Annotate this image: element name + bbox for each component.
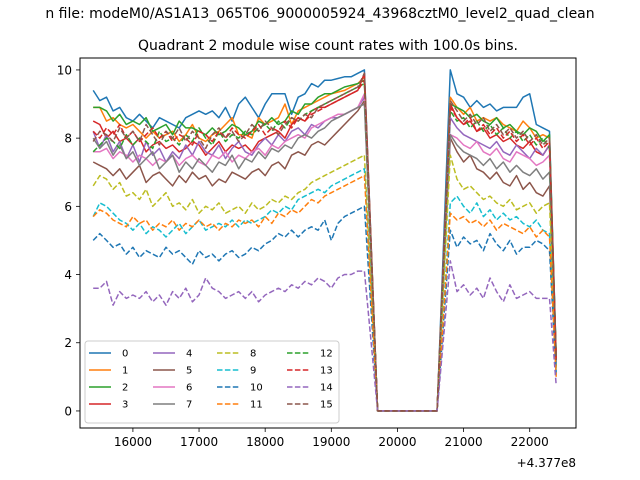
- y-axis: 0 2 4 6 8 10: [57, 63, 80, 418]
- y-tick-label: 6: [64, 200, 72, 214]
- series-line-9: [92, 168, 557, 412]
- legend-label-11: 11: [250, 400, 263, 411]
- x-tick-label: 18000: [246, 435, 284, 449]
- y-tick-label: 8: [64, 132, 72, 146]
- legend-label-14: 14: [320, 383, 333, 394]
- legend-label-8: 8: [250, 349, 256, 360]
- y-tick-label: 2: [64, 336, 72, 350]
- series-line-14: [93, 260, 557, 412]
- plot-frame: [79, 57, 577, 429]
- series-line-15: [92, 72, 557, 412]
- series-line-2: [93, 79, 557, 412]
- legend-label-4: 4: [186, 349, 192, 360]
- legend-label-1: 1: [122, 366, 128, 377]
- chart-title: Quadrant 2 module wise count rates with …: [138, 38, 518, 54]
- x-tick-label: 16000: [114, 435, 152, 449]
- x-axis: 16000 17000 18000 19000 20000 21000 22000: [114, 428, 549, 449]
- series-line-0: [92, 69, 557, 412]
- x-tick-label: 17000: [180, 435, 218, 449]
- series-line-5: [92, 99, 557, 412]
- x-tick-label: 20000: [378, 435, 416, 449]
- legend-label-2: 2: [122, 383, 128, 394]
- legend-label-15: 15: [320, 400, 333, 411]
- series-line-4: [92, 96, 557, 412]
- legend-label-10: 10: [250, 383, 263, 394]
- legend-label-9: 9: [250, 366, 256, 377]
- x-tick-label: 22000: [511, 435, 549, 449]
- x-offset-label: +4.377e8: [517, 456, 576, 470]
- series-line-10: [92, 205, 557, 412]
- legend-label-6: 6: [186, 383, 192, 394]
- legend-box: [84, 340, 340, 424]
- series-line-13: [92, 79, 557, 412]
- series-line-11: [92, 174, 557, 412]
- legend-label-0: 0: [122, 349, 128, 360]
- legend-label-13: 13: [320, 366, 333, 377]
- legend-label-5: 5: [186, 366, 192, 377]
- legend-label-12: 12: [320, 349, 333, 360]
- series-line-7: [92, 103, 557, 412]
- x-tick-label: 19000: [312, 435, 350, 449]
- x-tick-label: 21000: [444, 435, 482, 449]
- legend-label-3: 3: [122, 400, 128, 411]
- y-tick-label: 4: [64, 268, 72, 282]
- series-line-12: [92, 82, 557, 412]
- legend-label-7: 7: [186, 400, 192, 411]
- series-lines: [92, 69, 557, 412]
- y-tick-label: 0: [64, 404, 72, 418]
- figure-title: n file: modeM0/AS1A13_065T06_9000005924_…: [45, 6, 594, 22]
- series-line-8: [92, 154, 557, 412]
- y-tick-label: 10: [57, 63, 72, 77]
